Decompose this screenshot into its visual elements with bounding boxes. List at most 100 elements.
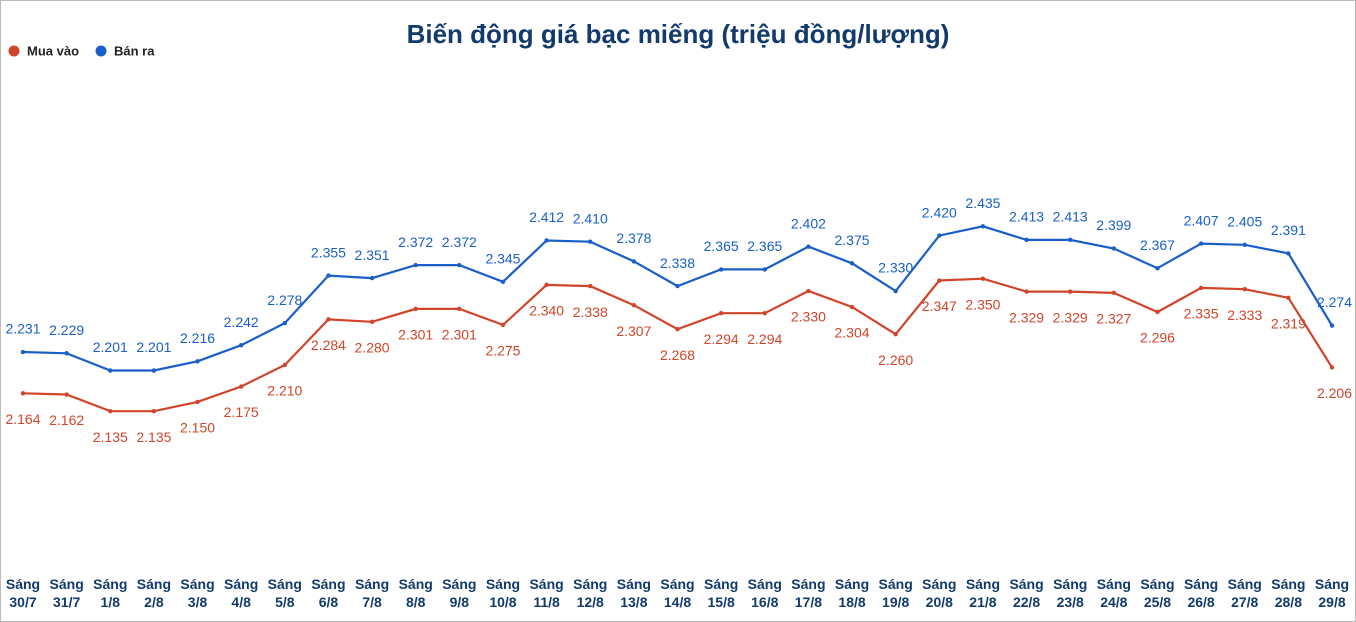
data-label: 2.338: [660, 255, 695, 271]
data-label: 2.333: [1227, 307, 1262, 323]
data-label: 2.399: [1096, 217, 1131, 233]
data-label: 2.296: [1140, 330, 1175, 346]
data-label: 2.307: [616, 323, 651, 339]
x-tick-label: Sáng 27/8: [1228, 576, 1262, 610]
data-point: [588, 283, 593, 289]
data-point: [238, 384, 244, 389]
data-point: [20, 349, 26, 355]
data-point: [849, 261, 855, 266]
data-label: 2.304: [835, 325, 870, 341]
x-tick-label: Sáng 26/8: [1184, 576, 1218, 610]
data-point: [718, 267, 724, 272]
data-point: [369, 275, 375, 281]
data-label: 2.338: [573, 304, 608, 320]
data-label: 2.405: [1227, 213, 1262, 229]
data-point: [500, 322, 506, 328]
data-point: [544, 282, 549, 288]
data-point: [544, 238, 549, 243]
x-tick-label: Sáng 18/8: [835, 576, 869, 610]
data-label: 2.375: [835, 232, 870, 248]
data-label: 2.162: [49, 412, 84, 428]
data-point: [1111, 290, 1117, 296]
data-point: [195, 399, 200, 405]
x-tick-label: Sáng 28/8: [1271, 576, 1305, 610]
data-point: [980, 276, 986, 281]
data-point: [849, 304, 855, 310]
data-label: 2.329: [1009, 309, 1044, 325]
data-point: [151, 408, 157, 414]
data-label: 2.420: [922, 204, 957, 220]
data-point: [457, 262, 462, 268]
x-tick-label: Sáng 25/8: [1140, 576, 1174, 610]
data-label: 2.347: [922, 298, 957, 314]
data-label: 2.327: [1096, 311, 1131, 327]
data-label: 2.284: [311, 337, 346, 353]
x-tick-label: Sáng 21/8: [966, 576, 1000, 610]
x-tick-label: Sáng 11/8: [529, 576, 563, 610]
data-point: [806, 244, 811, 249]
data-point: [762, 310, 767, 316]
data-point: [1242, 286, 1247, 292]
data-point: [238, 343, 244, 348]
data-label: 2.402: [791, 215, 826, 231]
data-point: [1111, 246, 1117, 251]
data-label: 2.229: [49, 322, 84, 338]
legend-marker: [95, 45, 107, 57]
data-label: 2.367: [1140, 237, 1175, 253]
data-point: [413, 306, 418, 312]
data-label: 2.372: [398, 234, 433, 250]
data-label: 2.391: [1271, 222, 1306, 238]
data-label: 2.150: [180, 420, 215, 436]
data-point: [20, 391, 26, 396]
data-label: 2.274: [1317, 294, 1352, 310]
data-point: [1286, 295, 1291, 300]
data-point: [151, 368, 157, 373]
data-point: [1155, 266, 1160, 271]
data-label: 2.413: [1009, 209, 1044, 225]
data-label: 2.378: [616, 230, 651, 246]
data-point: [631, 259, 637, 264]
chart-title: Biến động giá bạc miếng (triệu đồng/lượn…: [407, 19, 950, 49]
x-tick-label: Sáng 5/8: [268, 576, 302, 610]
data-point: [108, 368, 113, 373]
data-point: [282, 362, 287, 368]
legend-label: Mua vào: [27, 43, 79, 58]
data-point: [1329, 323, 1335, 328]
x-tick-label: Sáng 3/8: [180, 576, 214, 610]
x-tick-label: Sáng 24/8: [1097, 576, 1131, 610]
data-point: [675, 283, 680, 289]
data-point: [937, 233, 942, 238]
x-tick-label: Sáng 8/8: [399, 576, 433, 610]
data-label: 2.278: [267, 292, 302, 308]
data-label: 2.301: [442, 327, 477, 343]
data-label: 2.135: [136, 429, 171, 445]
data-label: 2.335: [1184, 306, 1219, 322]
x-tick-label: Sáng 14/8: [660, 576, 694, 610]
data-label: 2.372: [442, 234, 477, 250]
data-label: 2.216: [180, 330, 215, 346]
data-point: [282, 320, 287, 326]
data-point: [893, 288, 898, 294]
x-tick-label: Sáng 20/8: [922, 576, 956, 610]
data-label: 2.365: [747, 238, 782, 254]
x-tick-label: Sáng 2/8: [137, 576, 171, 610]
data-label: 2.268: [660, 347, 695, 363]
data-point: [893, 331, 898, 337]
x-tick-label: Sáng 1/8: [93, 576, 127, 610]
x-tick-label: Sáng 12/8: [573, 576, 607, 610]
data-label: 2.329: [1053, 309, 1088, 325]
data-label: 2.413: [1053, 209, 1088, 225]
x-tick-label: Sáng 17/8: [791, 576, 825, 610]
data-point: [1068, 289, 1073, 294]
x-tick-label: Sáng 4/8: [224, 576, 258, 610]
data-point: [631, 302, 637, 308]
data-label: 2.275: [485, 343, 520, 359]
x-tick-label: Sáng 23/8: [1053, 576, 1087, 610]
data-label: 2.231: [5, 321, 40, 337]
data-label: 2.407: [1184, 212, 1219, 228]
data-point: [1155, 309, 1160, 315]
data-label: 2.164: [5, 411, 40, 427]
x-tick-label: Sáng 29/8: [1315, 576, 1349, 610]
